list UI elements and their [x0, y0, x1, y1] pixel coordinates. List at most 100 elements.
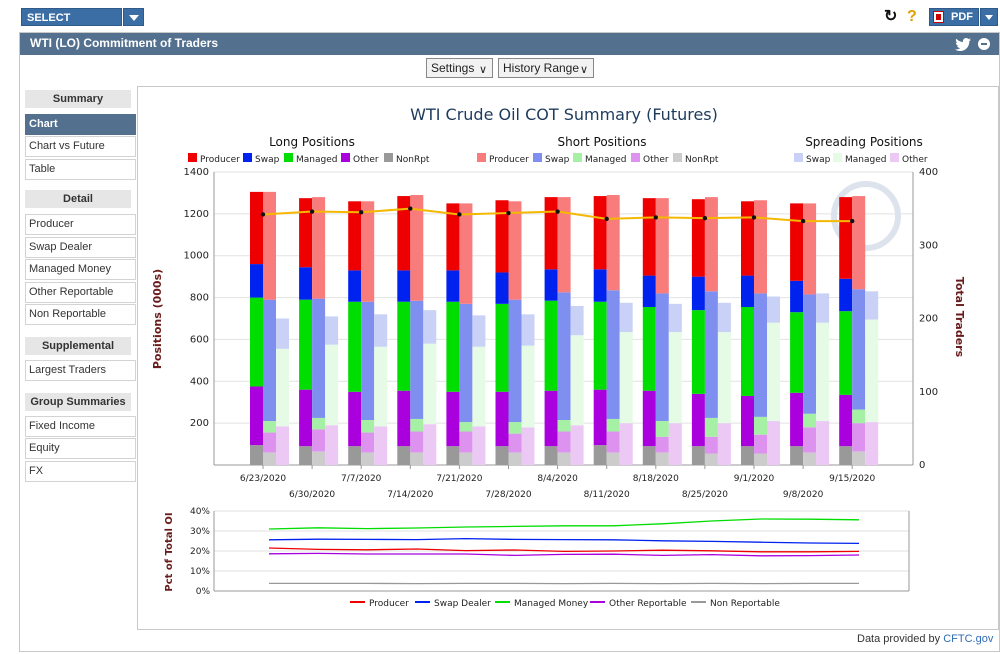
long-nonrpt-bar [250, 445, 263, 465]
x-tick-label: 9/8/2020 [783, 490, 824, 500]
y-tick-label: 1000 [184, 251, 209, 262]
pct-legend-label: Managed Money [514, 599, 589, 609]
collapse-icon[interactable] [978, 38, 990, 50]
long-managed-bar [299, 299, 313, 390]
total-traders-point [408, 206, 413, 211]
short-managed-bar [606, 418, 620, 432]
y-axis-title: Positions (000s) [151, 269, 164, 369]
long-swap-bar [495, 272, 509, 304]
sidebar-header-summary: Summary [25, 90, 131, 108]
short-managed-bar [754, 416, 767, 435]
short-other-bar [557, 431, 571, 453]
long-nonrpt-bar [790, 446, 804, 465]
total-traders-point [555, 209, 560, 214]
spread-swap-bar [423, 310, 437, 344]
short-swap-bar [803, 294, 817, 414]
y-tick-label: 400 [190, 376, 209, 387]
long-managed-bar [397, 301, 411, 391]
pdf-dropdown-icon[interactable] [980, 8, 998, 26]
sidebar-item-table[interactable]: Table [25, 159, 136, 180]
short-nonrpt-bar [803, 452, 817, 465]
spread-other-bar [276, 426, 289, 465]
sidebar-item-producer[interactable]: Producer [25, 214, 136, 235]
x-tick-label: 8/11/2020 [584, 490, 630, 500]
legend-swatch [533, 153, 542, 162]
pct-legend-label: Swap Dealer [434, 599, 491, 609]
long-producer-bar [250, 191, 263, 265]
sidebar-item-managed-money[interactable]: Managed Money [25, 259, 136, 280]
select-product-button[interactable]: SELECT PRODUCT [21, 8, 122, 42]
help-icon[interactable]: ? [907, 8, 917, 25]
short-swap-bar [704, 291, 718, 418]
long-swap-bar [741, 275, 754, 307]
short-swap-bar [754, 293, 767, 417]
long-producer-bar [446, 203, 460, 271]
legend-swatch [384, 153, 393, 162]
long-swap-bar [299, 267, 313, 300]
pct-legend-label: Other Reportable [609, 599, 687, 609]
long-producer-bar [544, 197, 558, 270]
spread-swap-bar [472, 315, 486, 347]
pct-series-line [268, 552, 860, 557]
legend-group-title: Spreading Positions [805, 135, 923, 149]
long-producer-bar [790, 203, 804, 281]
spread-swap-bar [374, 314, 388, 347]
sidebar-item-swap-dealer[interactable]: Swap Dealer [25, 237, 136, 258]
refresh-icon[interactable]: ↻ [884, 8, 898, 25]
chevron-down-icon: ∨ [579, 64, 588, 76]
history-range-dropdown[interactable]: History Range ∨ [498, 58, 594, 78]
y2-tick-label: 100 [919, 387, 938, 398]
settings-label: Settings [431, 61, 475, 75]
short-producer-bar [754, 200, 767, 294]
sidebar-item-equity[interactable]: Equity [25, 438, 136, 459]
sidebar-header-group-summaries: Group Summaries [25, 393, 131, 411]
pct-y-tick-label: 20% [190, 547, 210, 557]
long-managed-bar [741, 306, 754, 396]
long-other-bar [593, 389, 607, 446]
sidebar-item-chart-vs-future[interactable]: Chart vs Future [25, 136, 136, 157]
pdf-file-icon [933, 11, 944, 23]
spread-managed-bar [717, 332, 731, 424]
short-managed-bar [410, 418, 424, 432]
spread-other-bar [816, 421, 830, 465]
sidebar-item-other-reportable[interactable]: Other Reportable [25, 282, 136, 303]
credit-prefix: Data provided by [857, 633, 944, 645]
y-tick-label: 1200 [184, 209, 209, 220]
total-traders-point [653, 215, 658, 220]
sidebar-item-fixed-income[interactable]: Fixed Income [25, 416, 136, 437]
spread-other-bar [865, 422, 879, 465]
legend-swatch [673, 153, 682, 162]
select-product-dropdown-icon[interactable] [123, 8, 144, 26]
long-swap-bar [250, 264, 263, 298]
short-nonrpt-bar [754, 453, 767, 465]
long-managed-bar [790, 312, 804, 393]
sidebar-item-non-reportable[interactable]: Non Reportable [25, 304, 136, 325]
sidebar-item-chart[interactable]: Chart [25, 114, 136, 135]
y2-tick-label: 400 [919, 167, 938, 178]
pdf-button[interactable]: PDF [929, 8, 979, 26]
legend-label: NonRpt [685, 155, 719, 165]
twitter-icon[interactable] [955, 37, 971, 51]
pct-series-line [268, 547, 860, 553]
sidebar-item-fx[interactable]: FX [25, 461, 136, 482]
sidebar-item-largest-traders[interactable]: Largest Traders [25, 360, 136, 381]
long-producer-bar [642, 198, 656, 276]
short-swap-bar [312, 298, 326, 418]
spread-managed-bar [767, 322, 780, 422]
long-swap-bar [691, 276, 705, 311]
long-swap-bar [790, 280, 804, 313]
cftc-link[interactable]: CFTC.gov [943, 633, 994, 645]
short-producer-bar [803, 203, 817, 295]
long-other-bar [348, 391, 362, 447]
settings-dropdown[interactable]: Settings ∨ [426, 58, 493, 78]
y-tick-label: 1400 [184, 167, 209, 178]
short-other-bar [459, 431, 473, 453]
pct-legend-label: Producer [369, 599, 409, 609]
long-nonrpt-bar [446, 446, 460, 465]
short-producer-bar [508, 201, 522, 300]
long-nonrpt-bar [593, 445, 607, 465]
short-nonrpt-bar [508, 452, 522, 465]
pct-legend-label: Non Reportable [710, 599, 780, 609]
y2-axis-title: Total Traders [953, 277, 966, 358]
long-other-bar [299, 389, 313, 447]
